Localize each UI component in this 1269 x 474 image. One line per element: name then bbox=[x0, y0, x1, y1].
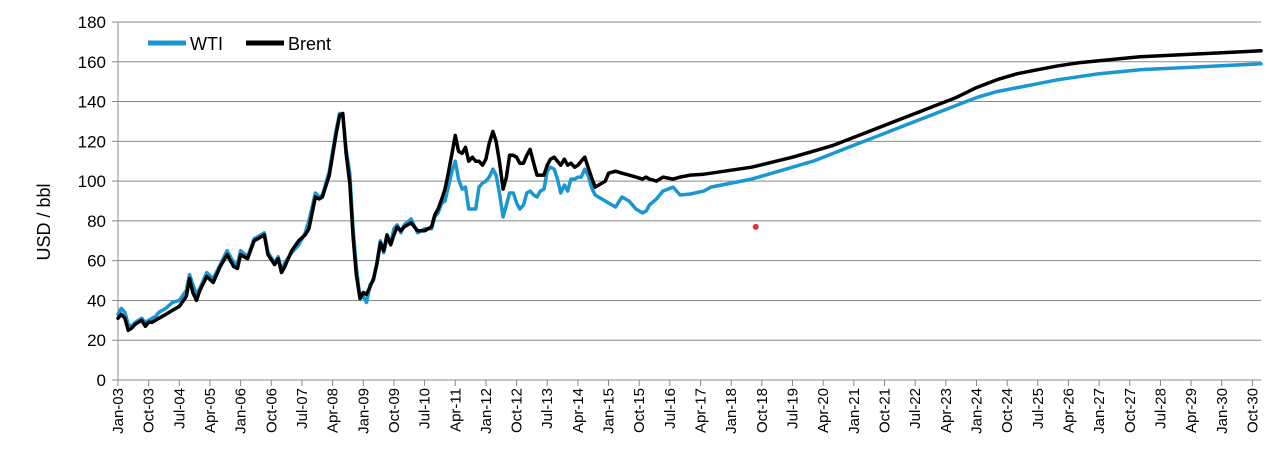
legend-label-brent: Brent bbox=[288, 34, 331, 54]
axes bbox=[112, 21, 1261, 386]
x-tick-label: Jul-10 bbox=[417, 388, 434, 429]
x-tick-label: Oct-24 bbox=[999, 388, 1016, 433]
y-tick-labels: 0 20 40 60 80 100 120 140 160 180 bbox=[78, 13, 106, 390]
legend-label-wti: WTI bbox=[190, 34, 223, 54]
x-tick-label: Oct-12 bbox=[509, 388, 526, 433]
x-tick-label: Apr-20 bbox=[815, 388, 832, 433]
x-tick-label: Apr-17 bbox=[693, 388, 710, 433]
x-tick-label: Oct-09 bbox=[386, 388, 403, 433]
series-line-brent bbox=[116, 49, 1263, 333]
x-tick-label: Apr-08 bbox=[325, 388, 342, 433]
x-tick-label: Jan-12 bbox=[478, 388, 495, 434]
x-tick-label: Oct-03 bbox=[141, 388, 158, 433]
x-tick-label: Jan-27 bbox=[1091, 388, 1108, 434]
y-tick-label: 160 bbox=[78, 53, 106, 72]
x-tick-label: Jul-04 bbox=[171, 388, 188, 429]
series-line-wti bbox=[116, 62, 1263, 329]
y-tick-label: 120 bbox=[78, 132, 106, 151]
x-tick-label: Oct-21 bbox=[876, 388, 893, 433]
y-tick-label: 100 bbox=[78, 172, 106, 191]
x-tick-label: Apr-14 bbox=[570, 388, 587, 433]
x-tick-label: Jan-18 bbox=[723, 388, 740, 434]
y-tick-label: 180 bbox=[78, 13, 106, 32]
x-tick-label: Apr-29 bbox=[1183, 388, 1200, 433]
x-tick-label: Apr-11 bbox=[447, 388, 464, 432]
x-tick-label: Apr-23 bbox=[938, 388, 955, 433]
x-tick-label: Jul-07 bbox=[294, 388, 311, 429]
x-tick-label: Jan-21 bbox=[846, 388, 863, 434]
x-tick-label: Jan-24 bbox=[968, 388, 985, 434]
legend: WTI Brent bbox=[148, 34, 331, 54]
x-tick-label: Jan-15 bbox=[601, 388, 618, 434]
marker-dot bbox=[752, 223, 759, 230]
x-tick-label: Jan-06 bbox=[233, 388, 250, 434]
x-tick-labels: Jan-03 Oct-03 Jul-04 Apr-05 Jan-06 Oct-06 Jul-… bbox=[110, 388, 1261, 434]
x-tick-label: Jan-30 bbox=[1214, 388, 1231, 434]
x-tick-label: Apr-05 bbox=[202, 388, 219, 433]
marker-dot-point bbox=[752, 223, 759, 230]
x-tick-label: Jul-16 bbox=[662, 388, 679, 429]
y-tick-label: 0 bbox=[97, 371, 106, 390]
y-tick-label: 60 bbox=[87, 252, 106, 271]
x-tick-label: Oct-15 bbox=[631, 388, 648, 433]
y-tick-label: 80 bbox=[87, 212, 106, 231]
x-tick-label: Apr-26 bbox=[1060, 388, 1077, 433]
y-axis-title: USD / bbl bbox=[34, 183, 54, 260]
gridlines bbox=[118, 21, 1261, 341]
x-tick-label: Oct-06 bbox=[263, 388, 280, 433]
x-tick-label: Oct-30 bbox=[1244, 388, 1261, 433]
x-tick-label: Jul-22 bbox=[907, 388, 924, 429]
x-tick-label: Oct-27 bbox=[1122, 388, 1139, 433]
x-tick-label: Jul-19 bbox=[785, 388, 802, 429]
x-tick-label: Jan-09 bbox=[355, 388, 372, 434]
x-tick-label: Jul-13 bbox=[539, 388, 556, 429]
y-tick-label: 140 bbox=[78, 93, 106, 112]
y-tick-label: 20 bbox=[87, 331, 106, 350]
series-lines bbox=[116, 49, 1263, 333]
x-tick-label: Jul-28 bbox=[1152, 388, 1169, 429]
x-tick-label: Oct-18 bbox=[754, 388, 771, 433]
x-tick-label: Jan-03 bbox=[110, 388, 127, 434]
y-tick-label: 40 bbox=[87, 291, 106, 310]
x-tick-label: Jul-25 bbox=[1030, 388, 1047, 429]
